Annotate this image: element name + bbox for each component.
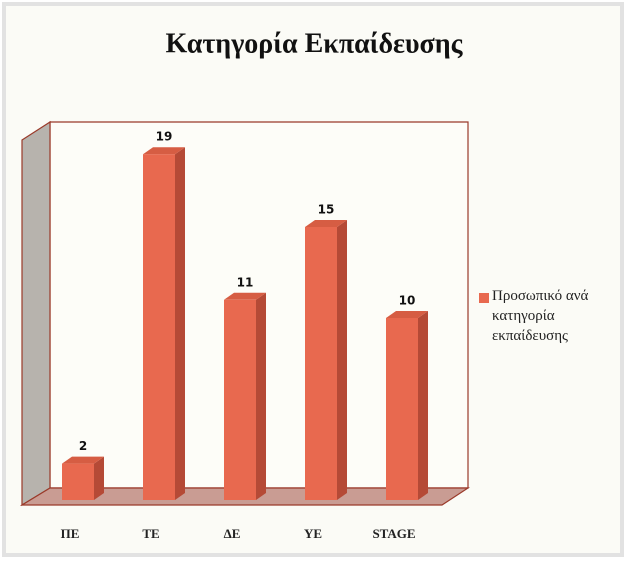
bar [62, 456, 104, 500]
side-wall [21, 120, 51, 507]
data-label: 10 [399, 294, 416, 308]
bar-front [143, 154, 175, 500]
bar-front [305, 227, 337, 500]
bar-front [224, 299, 256, 500]
bar-top [386, 311, 428, 318]
legend: Προσωπικό ανά κατηγορία εκπαίδευσης [492, 288, 589, 344]
x-tick-label: ΤΕ [142, 526, 159, 541]
data-label: 2 [79, 439, 87, 453]
bar [143, 147, 185, 500]
bar-top [224, 292, 266, 300]
data-label: 19 [156, 130, 173, 144]
bar-side [94, 456, 104, 500]
x-tick-label: ΔΕ [224, 526, 241, 541]
data-label: 11 [237, 275, 254, 289]
chart-title: Κατηγορία Εκπαίδευσης [166, 28, 464, 59]
bar-top [305, 220, 347, 227]
x-tick-label: ΠΕ [61, 526, 80, 541]
x-tick-label: STAGE [372, 526, 415, 541]
bar [386, 311, 428, 500]
x-tick-label: ΥΕ [304, 526, 322, 541]
bar-side [418, 311, 428, 500]
bar-top [143, 147, 185, 155]
bar [305, 220, 347, 500]
bar-side [337, 220, 347, 500]
bar-side [175, 147, 185, 500]
bar [224, 292, 266, 500]
legend-swatch [479, 293, 489, 303]
bar-front [386, 318, 418, 500]
bar-front [62, 463, 94, 500]
legend-label: Προσωπικό ανά κατηγορία εκπαίδευσης [492, 288, 589, 344]
bar-top [62, 456, 104, 464]
data-label: 15 [318, 203, 335, 217]
bar-side [256, 292, 266, 500]
